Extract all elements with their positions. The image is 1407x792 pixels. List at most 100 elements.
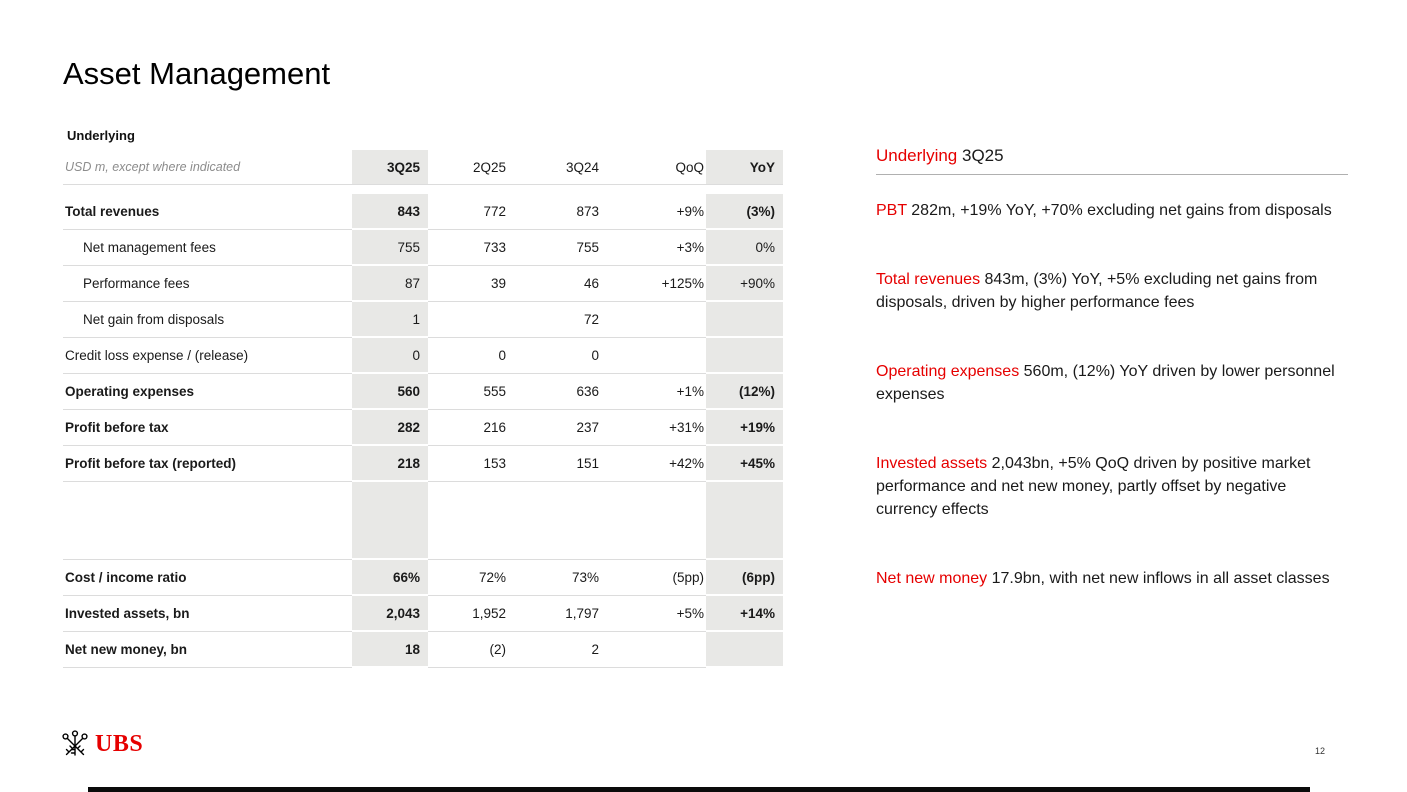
row-label: Profit before tax bbox=[63, 409, 352, 446]
table-row: Profit before tax 282 216 237 +31% +19% bbox=[63, 409, 783, 446]
row-label: Cost / income ratio bbox=[63, 559, 352, 596]
row-label: Net new money, bn bbox=[63, 631, 352, 668]
table-cell bbox=[601, 301, 706, 338]
commentary-list: PBT 282m, +19% YoY, +70% excluding net g… bbox=[876, 199, 1348, 590]
table-cell: (6pp) bbox=[706, 559, 783, 596]
table-cell: 733 bbox=[428, 229, 508, 266]
table-cell bbox=[428, 481, 508, 560]
header-gap-row bbox=[63, 184, 783, 194]
table-cell bbox=[601, 337, 706, 374]
table-spacer-row bbox=[63, 481, 783, 560]
ubs-keys-icon bbox=[62, 730, 88, 756]
table-header-row: USD m, except where indicated 3Q25 2Q25 3Q… bbox=[63, 150, 783, 185]
table-cell bbox=[706, 301, 783, 338]
table-cell: +3% bbox=[601, 229, 706, 266]
table-cell: 636 bbox=[508, 373, 601, 410]
table-cell: 772 bbox=[428, 194, 508, 230]
column-header: 3Q25 bbox=[352, 150, 428, 185]
table-cell: 0% bbox=[706, 229, 783, 266]
table-cell: 843 bbox=[352, 194, 428, 230]
table-cell: 72 bbox=[508, 301, 601, 338]
table-cell: 2,043 bbox=[352, 595, 428, 632]
table-cell: (3%) bbox=[706, 194, 783, 230]
column-header: YoY bbox=[706, 150, 783, 185]
table-row: Total revenues 843 772 873 +9% (3%) bbox=[63, 194, 783, 230]
table-cell: 87 bbox=[352, 265, 428, 302]
commentary-item: Total revenues 843m, (3%) YoY, +5% exclu… bbox=[876, 271, 1318, 311]
row-label: Invested assets, bn bbox=[63, 595, 352, 632]
table-row: Invested assets, bn 2,043 1,952 1,797 +5% +14… bbox=[63, 595, 783, 632]
table-row: Credit loss expense / (release) 0 0 0 bbox=[63, 337, 783, 374]
table-body: Total revenues 843 772 873 +9% (3%) Net manage… bbox=[63, 184, 783, 668]
column-header: QoQ bbox=[601, 150, 706, 185]
table-cell: +90% bbox=[706, 265, 783, 302]
table-cell: +19% bbox=[706, 409, 783, 446]
table-row: Net management fees 755 733 755 +3% 0% bbox=[63, 229, 783, 266]
commentary-lead: Operating expenses bbox=[876, 363, 1020, 380]
table-row: Operating expenses 560 555 636 +1% (12%) bbox=[63, 373, 783, 410]
commentary-heading-period: 3Q25 bbox=[962, 146, 1004, 165]
commentary-item: Net new money 17.9bn, with net new inflo… bbox=[876, 570, 1330, 587]
table-cell bbox=[706, 481, 783, 560]
ubs-wordmark: UBS bbox=[95, 730, 144, 757]
table-cell: 0 bbox=[428, 337, 508, 374]
commentary-heading: Underlying 3Q25 bbox=[876, 146, 1348, 174]
table-section-label: Underlying bbox=[67, 128, 135, 143]
table-cell: 0 bbox=[352, 337, 428, 374]
table-cell: 560 bbox=[352, 373, 428, 410]
row-label: Net gain from disposals bbox=[63, 301, 352, 338]
financial-table: USD m, except where indicated 3Q25 2Q25 3Q… bbox=[63, 150, 783, 668]
column-header: 3Q24 bbox=[508, 150, 601, 185]
table-cell bbox=[706, 337, 783, 374]
table-cell: (5pp) bbox=[601, 559, 706, 596]
table-row: Profit before tax (reported) 218 153 151 +42… bbox=[63, 445, 783, 482]
table-cell: 72% bbox=[428, 559, 508, 596]
table-cell: 755 bbox=[508, 229, 601, 266]
page-title: Asset Management bbox=[63, 56, 331, 91]
table-cell: (2) bbox=[428, 631, 508, 668]
row-label: Profit before tax (reported) bbox=[63, 445, 352, 482]
table-cell: 873 bbox=[508, 194, 601, 230]
row-label bbox=[63, 481, 352, 560]
table-cell: 66% bbox=[352, 559, 428, 596]
table-cell bbox=[428, 301, 508, 338]
table-cell: +31% bbox=[601, 409, 706, 446]
row-label: Operating expenses bbox=[63, 373, 352, 410]
table-row: Net gain from disposals 1 72 bbox=[63, 301, 783, 338]
table-cell bbox=[706, 631, 783, 668]
table-cell: 151 bbox=[508, 445, 601, 482]
table-cell: 755 bbox=[352, 229, 428, 266]
commentary-item: Operating expenses 560m, (12%) YoY drive… bbox=[876, 363, 1335, 403]
table-cell: 2 bbox=[508, 631, 601, 668]
table-cell: +1% bbox=[601, 373, 706, 410]
table-cell: 555 bbox=[428, 373, 508, 410]
table-cell: 73% bbox=[508, 559, 601, 596]
row-label: Performance fees bbox=[63, 265, 352, 302]
table-cell: 46 bbox=[508, 265, 601, 302]
table-cell: +14% bbox=[706, 595, 783, 632]
table-row: Net new money, bn 18 (2) 2 bbox=[63, 631, 783, 668]
ubs-logo: UBS bbox=[60, 729, 143, 759]
table-cell: 1,952 bbox=[428, 595, 508, 632]
table-cell: (12%) bbox=[706, 373, 783, 410]
commentary-item: PBT 282m, +19% YoY, +70% excluding net g… bbox=[876, 202, 1332, 219]
table-cell: 218 bbox=[352, 445, 428, 482]
table-cell bbox=[601, 631, 706, 668]
table-unit-label: USD m, except where indicated bbox=[63, 150, 352, 185]
commentary-lead: PBT bbox=[876, 202, 907, 219]
row-label: Net management fees bbox=[63, 229, 352, 266]
table-cell bbox=[508, 481, 601, 560]
page-number: 12 bbox=[1314, 746, 1325, 756]
table-cell bbox=[352, 481, 428, 560]
row-label: Total revenues bbox=[63, 194, 352, 230]
commentary-lead: Net new money bbox=[876, 570, 988, 587]
table-cell: +42% bbox=[601, 445, 706, 482]
row-label: Credit loss expense / (release) bbox=[63, 337, 352, 374]
table-cell: 282 bbox=[352, 409, 428, 446]
commentary-lead: Total revenues bbox=[876, 271, 981, 288]
table-row: Performance fees 87 39 46 +125% +90% bbox=[63, 265, 783, 302]
financial-table-section: Underlying USD m, except where indicated… bbox=[63, 128, 783, 668]
table-cell: 1,797 bbox=[508, 595, 601, 632]
column-header: 2Q25 bbox=[428, 150, 508, 185]
